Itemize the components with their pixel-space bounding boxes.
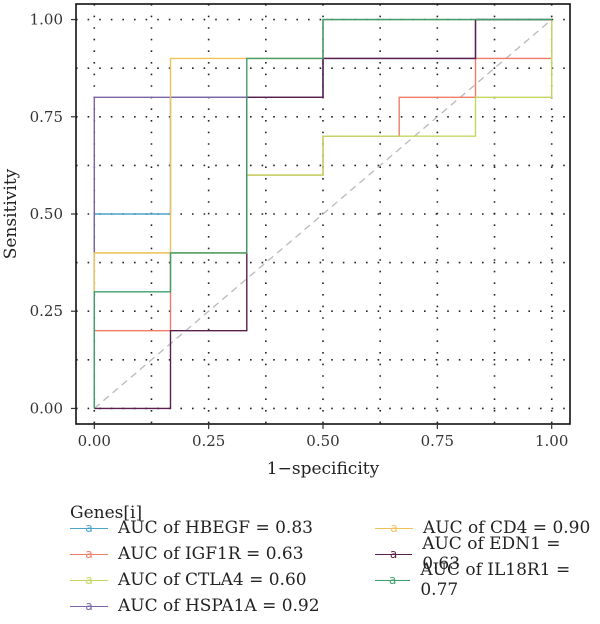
legend-item: a AUC of HBEGF = 0.83: [70, 517, 313, 539]
roc-chart: 0.00 0.25 0.50 0.75 1.00 0.00 0.25 0.50 0.75 1.00…: [1, 3, 571, 479]
y-tick-label: 0.00: [30, 399, 63, 417]
y-tick-label: 0.75: [30, 108, 63, 126]
x-tick-label: 1.00: [535, 432, 568, 450]
legend-item: a AUC of IGF1R = 0.63: [70, 543, 304, 565]
legend-label: AUC of HSPA1A = 0.92: [118, 596, 320, 616]
legend-label: AUC of IL18R1 = 0.77: [420, 560, 571, 600]
legend-label: AUC of HBEGF = 0.83: [118, 518, 313, 538]
legend-key: a: [375, 543, 413, 565]
roc-curve-6: [94, 18, 552, 410]
x-axis-title: 1−specificity: [267, 459, 380, 479]
legend-key: a: [375, 569, 411, 591]
y-axis-title: Sensitivity: [1, 168, 21, 259]
legend-key: a: [70, 595, 108, 617]
legend-label: AUC of EDN1 = 0.63: [422, 534, 561, 574]
legend-item: a AUC of CD4 = 0.90: [375, 517, 590, 539]
legend-key: a: [70, 543, 108, 565]
legend-label: AUC of CTLA4 = 0.60: [118, 570, 307, 590]
x-tick-label: 0.50: [306, 432, 339, 450]
legend-key: a: [70, 569, 108, 591]
y-tick-label: 0.50: [30, 205, 63, 223]
legend-title: Genes[i]: [70, 503, 143, 523]
legend-item: a AUC of HSPA1A = 0.92: [70, 595, 320, 617]
x-tick-label: 0.00: [78, 432, 111, 450]
y-tick-label: 1.00: [30, 11, 63, 29]
legend-item: a AUC of EDN1 = 0.63: [375, 534, 600, 574]
legend-item: a AUC of CTLA4 = 0.60: [70, 569, 307, 591]
legend-key: a: [70, 517, 108, 539]
x-tick-label: 0.75: [421, 432, 454, 450]
legend-label: AUC of IGF1R = 0.63: [118, 544, 304, 564]
legend-key: a: [375, 517, 413, 539]
y-tick-label: 0.25: [30, 302, 63, 320]
x-tick-label: 0.25: [192, 432, 225, 450]
roc-curve-7: [93, 18, 552, 409]
legend-item: a AUC of IL18R1 = 0.77: [375, 560, 600, 600]
legend-label: AUC of CD4 = 0.90: [423, 518, 591, 538]
